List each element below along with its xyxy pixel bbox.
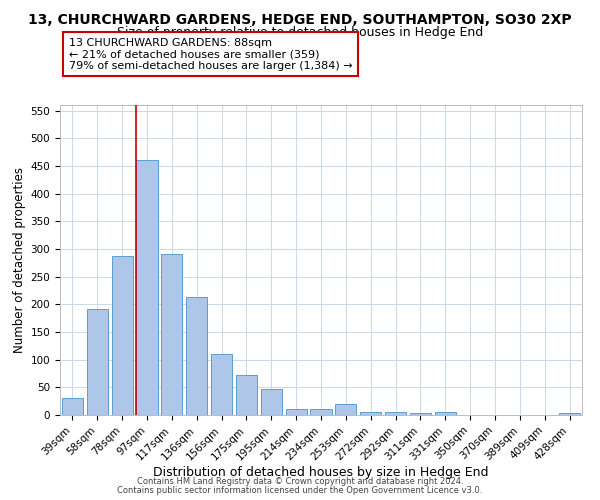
Bar: [136, 160, 158, 415]
Text: 13, CHURCHWARD GARDENS, HEDGE END, SOUTHAMPTON, SO30 2XP: 13, CHURCHWARD GARDENS, HEDGE END, SOUTH…: [28, 12, 572, 26]
Text: Contains HM Land Registry data © Crown copyright and database right 2024.: Contains HM Land Registry data © Crown c…: [137, 478, 463, 486]
Bar: [62, 398, 83, 415]
Bar: [161, 254, 182, 415]
Text: Size of property relative to detached houses in Hedge End: Size of property relative to detached ho…: [117, 26, 483, 39]
Bar: [410, 414, 431, 415]
Bar: [559, 414, 580, 415]
Bar: [385, 412, 406, 415]
Bar: [236, 374, 257, 415]
X-axis label: Distribution of detached houses by size in Hedge End: Distribution of detached houses by size …: [153, 466, 489, 478]
Bar: [211, 354, 232, 415]
Bar: [286, 410, 307, 415]
Bar: [112, 256, 133, 415]
Y-axis label: Number of detached properties: Number of detached properties: [13, 167, 26, 353]
Text: 13 CHURCHWARD GARDENS: 88sqm
← 21% of detached houses are smaller (359)
79% of s: 13 CHURCHWARD GARDENS: 88sqm ← 21% of de…: [69, 38, 353, 70]
Bar: [261, 389, 282, 415]
Text: Contains public sector information licensed under the Open Government Licence v3: Contains public sector information licen…: [118, 486, 482, 495]
Bar: [310, 410, 332, 415]
Bar: [360, 412, 381, 415]
Bar: [335, 404, 356, 415]
Bar: [87, 308, 108, 415]
Bar: [435, 412, 456, 415]
Bar: [186, 297, 207, 415]
